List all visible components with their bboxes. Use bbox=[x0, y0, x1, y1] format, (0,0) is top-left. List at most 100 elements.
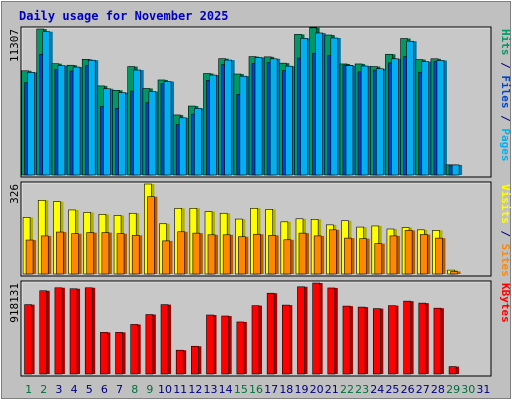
bar-sites-day-12-shade bbox=[199, 233, 203, 274]
bar-sites-day-11-shade bbox=[184, 231, 188, 274]
bar-kbytes-day-2 bbox=[39, 290, 48, 375]
legend-files: Files bbox=[499, 75, 512, 108]
bar-pages-day-7 bbox=[118, 92, 126, 176]
day-label-25: 25 bbox=[385, 383, 399, 396]
day-label-24: 24 bbox=[370, 383, 384, 396]
bar-pages-day-3 bbox=[57, 65, 66, 176]
bar-sites-day-6-shade bbox=[108, 232, 112, 274]
bar-kbytes-day-3 bbox=[54, 287, 63, 375]
bar-pages-day-13-shade bbox=[216, 75, 220, 175]
bar-kbytes-day-25 bbox=[388, 305, 396, 375]
bar-sites-day-19 bbox=[298, 232, 307, 275]
bar-pages-day-13 bbox=[209, 74, 217, 176]
bar-pages-day-4-shade bbox=[80, 67, 84, 175]
day-label-5: 5 bbox=[86, 383, 93, 396]
bar-pages-day-18 bbox=[285, 65, 293, 176]
bar-pages-day-20 bbox=[315, 32, 323, 176]
bar-sites-day-20 bbox=[313, 235, 322, 275]
bar-sites-day-18-shade bbox=[290, 239, 294, 274]
bar-kbytes-day-8-shade bbox=[137, 324, 141, 374]
bar-pages-day-14 bbox=[224, 59, 232, 176]
day-label-26: 26 bbox=[401, 383, 415, 396]
day-label-11: 11 bbox=[173, 383, 187, 396]
bar-pages-day-25 bbox=[391, 58, 399, 176]
bar-pages-day-27 bbox=[421, 61, 430, 176]
bar-kbytes-day-7-shade bbox=[122, 332, 126, 374]
bar-kbytes-day-25-shade bbox=[395, 305, 399, 374]
bar-sites-day-14 bbox=[222, 234, 231, 275]
bar-kbytes-day-5-shade bbox=[92, 287, 96, 374]
bar-pages-day-21 bbox=[330, 37, 339, 176]
day-label-21: 21 bbox=[325, 383, 339, 396]
bar-pages-day-16-shade bbox=[262, 57, 265, 175]
bar-kbytes-day-3-shade bbox=[61, 287, 65, 374]
bar-kbytes-day-13 bbox=[206, 314, 214, 375]
day-label-20: 20 bbox=[310, 383, 324, 396]
bar-sites-day-15-shade bbox=[245, 236, 249, 274]
day-label-14: 14 bbox=[219, 383, 233, 396]
bar-pages-day-26-shade bbox=[413, 41, 417, 176]
bar-sites-day-8-shade bbox=[139, 235, 143, 274]
bar-kbytes-day-6 bbox=[100, 332, 108, 375]
bar-sites-day-29 bbox=[450, 271, 458, 275]
bar-kbytes-day-28-shade bbox=[440, 308, 444, 374]
bar-pages-day-8-shade bbox=[140, 70, 144, 175]
bar-sites-day-26-shade bbox=[412, 230, 416, 274]
bar-sites-day-12 bbox=[192, 232, 201, 275]
bar-kbytes-day-9-shade bbox=[152, 314, 156, 374]
bar-kbytes-day-17 bbox=[266, 292, 275, 375]
bar-sites-day-2-shade bbox=[48, 235, 52, 274]
bar-kbytes-day-12-shade bbox=[198, 346, 202, 374]
chart-title: Daily usage for November 2025 bbox=[19, 9, 229, 23]
bar-sites-day-8 bbox=[131, 235, 140, 275]
bar-sites-day-25-shade bbox=[396, 235, 400, 274]
bar-pages-day-22-shade bbox=[352, 65, 356, 175]
day-label-18: 18 bbox=[279, 383, 293, 396]
legend-visits: Visits bbox=[499, 184, 512, 224]
bar-sites-day-24 bbox=[374, 243, 383, 275]
bar-pages-day-28 bbox=[436, 60, 445, 176]
bar-pages-day-24-shade bbox=[383, 68, 387, 175]
day-label-28: 28 bbox=[431, 383, 445, 396]
bar-pages-day-12-shade bbox=[201, 108, 205, 175]
bar-kbytes-day-10 bbox=[160, 304, 169, 375]
legend-: / bbox=[499, 224, 512, 244]
bar-kbytes-day-6-shade bbox=[107, 332, 111, 374]
bar-kbytes-day-24-shade bbox=[380, 308, 384, 374]
bar-pages-day-17 bbox=[269, 58, 278, 176]
bar-kbytes-day-20-shade bbox=[319, 283, 323, 374]
bar-kbytes-day-20 bbox=[312, 282, 320, 375]
bar-pages-day-19 bbox=[300, 38, 308, 176]
bar-kbytes-day-16-shade bbox=[259, 305, 262, 374]
bar-sites-day-4-shade bbox=[78, 233, 82, 274]
bar-kbytes-day-14 bbox=[221, 315, 229, 375]
bar-sites-day-14-shade bbox=[230, 234, 234, 274]
bar-sites-day-1-shade bbox=[33, 240, 37, 274]
bar-kbytes-day-26 bbox=[403, 300, 411, 375]
bar-kbytes-day-22 bbox=[342, 305, 351, 375]
bar-pages-day-24 bbox=[375, 68, 384, 176]
panel-middle-legend: Visits / Sites bbox=[499, 184, 512, 277]
bar-sites-day-26 bbox=[404, 230, 413, 275]
bar-pages-day-6 bbox=[103, 88, 111, 176]
bar-kbytes-day-29-shade bbox=[456, 366, 460, 374]
bar-sites-day-11 bbox=[177, 231, 185, 275]
bar-sites-day-28 bbox=[435, 237, 443, 275]
bar-pages-day-10-shade bbox=[171, 81, 175, 175]
bar-kbytes-day-11 bbox=[175, 349, 184, 375]
bar-kbytes-day-4 bbox=[69, 288, 78, 375]
bar-sites-day-16-shade bbox=[260, 234, 264, 274]
bar-sites-day-24-shade bbox=[381, 243, 385, 274]
day-label-3: 3 bbox=[55, 383, 62, 396]
bar-pages-day-8 bbox=[133, 69, 142, 176]
bar-pages-day-23-shade bbox=[368, 66, 372, 175]
bar-pages-day-29-shade bbox=[459, 164, 463, 175]
bar-pages-day-22 bbox=[345, 65, 354, 176]
day-label-29: 29 bbox=[446, 383, 460, 396]
bar-kbytes-day-26-shade bbox=[410, 301, 414, 374]
bar-pages-day-15-shade bbox=[246, 76, 250, 175]
bar-sites-day-17-shade bbox=[275, 235, 279, 274]
bar-kbytes-day-13-shade bbox=[213, 315, 217, 374]
